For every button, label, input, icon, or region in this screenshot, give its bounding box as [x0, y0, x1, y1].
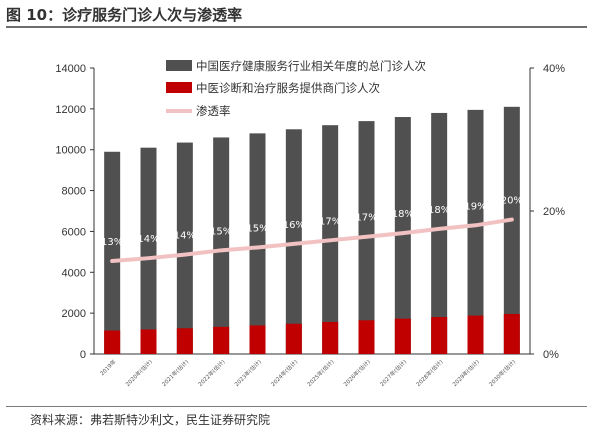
bar-tcm-visits — [249, 325, 266, 354]
bar-tcm-visits — [176, 328, 193, 354]
bar-total-visits — [467, 109, 484, 354]
bar-tcm-visits — [394, 318, 411, 354]
left-axis-tick-label: 8000 — [62, 186, 86, 198]
bar-tcm-visits — [140, 329, 157, 354]
bar-total-visits — [213, 137, 230, 354]
penetration-data-label: 17% — [355, 213, 377, 224]
x-axis-tick-label: 2023年(估计) — [233, 358, 263, 388]
left-axis-tick-label: 4000 — [62, 267, 86, 279]
penetration-data-label: 13% — [101, 237, 123, 248]
bar-tcm-visits — [431, 317, 448, 354]
penetration-data-label: 15% — [246, 223, 268, 234]
penetration-data-label: 20% — [501, 196, 523, 207]
x-axis-tick-label: 2024年(估计) — [269, 358, 299, 388]
x-axis-tick-label: 2027年(估计) — [378, 358, 408, 388]
left-axis-tick-label: 14000 — [55, 63, 86, 75]
bar-tcm-visits — [358, 320, 375, 354]
right-axis-tick-label: 20% — [543, 206, 565, 218]
bar-tcm-visits — [285, 323, 302, 354]
legend-swatch — [166, 82, 192, 93]
bar-tcm-visits — [104, 330, 121, 354]
penetration-data-label: 18% — [392, 209, 414, 220]
right-axis-tick-label: 40% — [543, 63, 565, 75]
left-axis-tick-label: 0 — [80, 349, 86, 361]
x-axis-tick-label: 2030年(估计) — [487, 358, 517, 388]
x-axis-tick-label: 2019年 — [98, 357, 118, 377]
bar-tcm-visits — [213, 326, 230, 354]
bar-total-visits — [249, 133, 266, 354]
bar-total-visits — [176, 142, 193, 354]
page-title: 图 10：诊疗服务门诊人次与渗透率 — [6, 2, 587, 28]
penetration-data-label: 16% — [283, 220, 305, 231]
penetration-line-path — [110, 217, 514, 264]
bar-total-visits — [394, 117, 411, 355]
penetration-data-label: 17% — [319, 216, 341, 227]
left-axis-tick-label: 6000 — [62, 226, 86, 238]
x-axis-tick-label: 2025年(估计) — [305, 358, 335, 388]
x-axis-tick-label: 2020年(估计) — [124, 358, 154, 388]
penetration-data-label: 15% — [210, 226, 232, 237]
legend-label: 中医诊断和治疗服务提供商门诊人次 — [196, 81, 380, 95]
bar-tcm-visits — [322, 321, 339, 354]
penetration-data-label: 19% — [464, 201, 486, 212]
source-note: 资料来源：弗若斯特沙利文，民生证券研究院 — [30, 413, 271, 427]
bar-total-visits — [104, 151, 121, 354]
left-axis-tick-label: 2000 — [62, 308, 86, 320]
legend-label: 中国医疗健康服务行业相关年度的总门诊人次 — [196, 59, 426, 73]
penetration-data-label: 14% — [137, 234, 159, 245]
left-axis-tick-label: 12000 — [55, 104, 86, 116]
bar-total-visits — [503, 106, 520, 354]
x-axis-tick-label: 2028年(估计) — [414, 358, 444, 388]
legend-label: 渗透率 — [196, 104, 231, 118]
x-axis-tick-label: 2029年(估计) — [451, 358, 481, 388]
legend-swatch — [166, 60, 192, 71]
x-axis-tick-label: 2022年(估计) — [196, 358, 226, 388]
footer-divider — [6, 406, 587, 407]
bars — [104, 106, 520, 355]
x-axis-tick-label: 2026年(估计) — [342, 358, 372, 388]
penetration-line — [110, 217, 514, 264]
bar-tcm-visits — [503, 313, 520, 354]
bar-total-visits — [431, 112, 448, 354]
left-axis-tick-label: 10000 — [55, 145, 86, 157]
penetration-data-label: 18% — [428, 205, 450, 216]
x-axis-labels: 2019年 2020年(估计) 2021年(估计) 2022年(估计) 2023年(估计… — [98, 357, 517, 388]
penetration-data-label: 14% — [174, 231, 196, 242]
right-axis-tick-label: 0% — [543, 349, 559, 361]
x-axis-tick-label: 2021年(估计) — [160, 358, 190, 388]
bar-total-visits — [285, 129, 302, 354]
data-labels: 13% 14% 14% 15% 15% 16% 17% 17% 18% 18% 19% 20% — [101, 196, 523, 248]
bar-tcm-visits — [467, 315, 484, 354]
axes: 0 2000 4000 6000 8000 10000 12000 14000 0% 20% 40% — [55, 63, 565, 361]
bar-total-visits — [140, 147, 157, 354]
